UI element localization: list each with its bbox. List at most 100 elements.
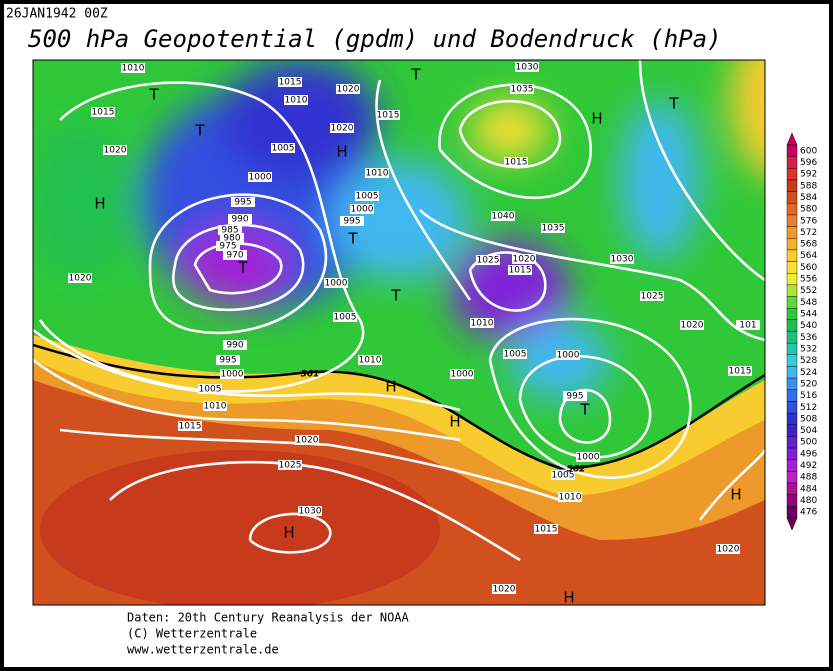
- isobar-label-bg: [198, 384, 222, 394]
- isobar-label-bg: [231, 197, 255, 207]
- isobar-label-bg: [295, 435, 319, 445]
- isobar-label-bg: [178, 421, 202, 431]
- isobar-label-bg: [376, 110, 400, 120]
- isobar-label: 995: [219, 356, 236, 366]
- isobar-label-bg: [508, 265, 532, 275]
- isobar-label: 1000: [557, 351, 580, 361]
- colorbar-tick-label: 536: [800, 333, 817, 343]
- contour-552: [33, 343, 765, 470]
- colorbar-tick-label: 512: [800, 403, 817, 413]
- colorbar-cell: [786, 191, 798, 204]
- isobar-label: 1015: [377, 111, 400, 121]
- colorbar-tick-label: 584: [800, 193, 817, 203]
- isobar-label-bg: [492, 584, 516, 594]
- colorbar-cell: [786, 179, 798, 192]
- colorbar-cell: [786, 412, 798, 425]
- isobar-label-bg: [365, 168, 389, 178]
- isobar-label-bg: [551, 470, 575, 480]
- isobar-label-bg: [358, 355, 382, 365]
- colorbar-tick-label: 592: [800, 170, 817, 180]
- colorbar-cell: [786, 319, 798, 332]
- isobar-label-bg: [68, 273, 92, 283]
- isobar-label: 995: [343, 217, 360, 227]
- isobar-label: 1000: [249, 173, 272, 183]
- isobar-label: 980: [223, 234, 240, 244]
- isobar-label: 1010: [122, 64, 145, 74]
- colorbar-cell: [786, 214, 798, 227]
- isobar-label: 1000: [221, 370, 244, 380]
- colorbar-tick-label: 476: [800, 508, 817, 518]
- isobar-label-bg: [324, 278, 348, 288]
- pressure-system: H: [730, 486, 741, 504]
- title: 500 hPa Geopotential (gpdm) und Bodendru…: [28, 25, 722, 53]
- isobar-label: 995: [566, 392, 583, 402]
- colorbar-tick-label: 544: [800, 310, 817, 320]
- colorbar-tick-label: 588: [800, 181, 817, 191]
- colorbar-cell: [786, 226, 798, 239]
- isobar-label-bg: [220, 369, 244, 379]
- isobar-label-bg: [510, 84, 534, 94]
- isobar-label: 1000: [451, 370, 474, 380]
- isobar-label-bg: [534, 524, 558, 534]
- isobar-label-bg: [556, 350, 580, 360]
- isobar-label-bg: [336, 84, 360, 94]
- colorbar-cell: [786, 144, 798, 157]
- colorbar-cell: [786, 366, 798, 379]
- colorbar-tick-label: 548: [800, 298, 817, 308]
- isobar-label-bg: [504, 157, 528, 167]
- isobar-label: 1005: [334, 313, 357, 323]
- colorbar-tick-label: 484: [800, 484, 817, 494]
- isobar-label: 1020: [104, 146, 127, 156]
- isobar-label: 990: [226, 341, 243, 351]
- colorbar-cell: [786, 168, 798, 181]
- isobar-label-bg: [563, 391, 587, 401]
- isobar-label: 1015: [279, 78, 302, 88]
- isobar-label-bg: [728, 366, 752, 376]
- colorbar-tick-label: 508: [800, 414, 817, 424]
- isobar-label-bg: [503, 349, 527, 359]
- isobar-label: 1000: [325, 279, 348, 289]
- colorbar-cell: [786, 261, 798, 274]
- isobar-label: 1000: [577, 453, 600, 463]
- isobar-label: 1010: [471, 319, 494, 329]
- pressure-system: T: [668, 95, 679, 113]
- isobar-label: 1015: [179, 422, 202, 432]
- isobar-label: 1005: [552, 471, 575, 481]
- isobar-label: 985: [221, 226, 238, 236]
- isobar-label: 1015: [505, 158, 528, 168]
- isobar-label-bg: [223, 250, 247, 260]
- colorbar-tick-label: 520: [800, 379, 817, 389]
- isobar-label-bg: [610, 254, 634, 264]
- isobar-label: 1020: [69, 274, 92, 284]
- colorbar-cell: [786, 331, 798, 344]
- colorbar-tick-label: 580: [800, 205, 817, 215]
- map-border: [32, 59, 766, 606]
- colorbar-tick-label: 600: [800, 146, 817, 156]
- isobars: [33, 60, 765, 562]
- isobar-label: 1015: [535, 525, 558, 535]
- colorbar-cell: [786, 494, 798, 507]
- isobar-label-bg: [271, 143, 295, 153]
- isobar-label-bg: [203, 401, 227, 411]
- footer-line: Daten: 20th Century Reanalysis der NOAA: [127, 611, 410, 625]
- colorbar-cell: [786, 238, 798, 251]
- isobar-label-bg: [541, 223, 565, 233]
- colorbar-cell: [786, 249, 798, 262]
- isobar-label: 1010: [285, 96, 308, 106]
- colorbar-cell: [786, 354, 798, 367]
- colorbar-tick-label: 488: [800, 473, 817, 483]
- isobar-label: 1000: [351, 205, 374, 215]
- colorbar-tick-label: 480: [800, 496, 817, 506]
- isobar-label-bg: [340, 216, 364, 226]
- colorbar-cell: [786, 284, 798, 297]
- colorbar-cell: [786, 424, 798, 437]
- contour-label: 562: [567, 465, 586, 475]
- isobar-label-bg: [278, 77, 302, 87]
- pressure-system: H: [283, 524, 294, 542]
- isobar-label-bg: [515, 62, 539, 72]
- isobar-label-bg: [278, 460, 302, 470]
- isobar-label-bg: [680, 320, 704, 330]
- pressure-system: H: [385, 378, 396, 396]
- isobar-label-bg: [220, 233, 244, 243]
